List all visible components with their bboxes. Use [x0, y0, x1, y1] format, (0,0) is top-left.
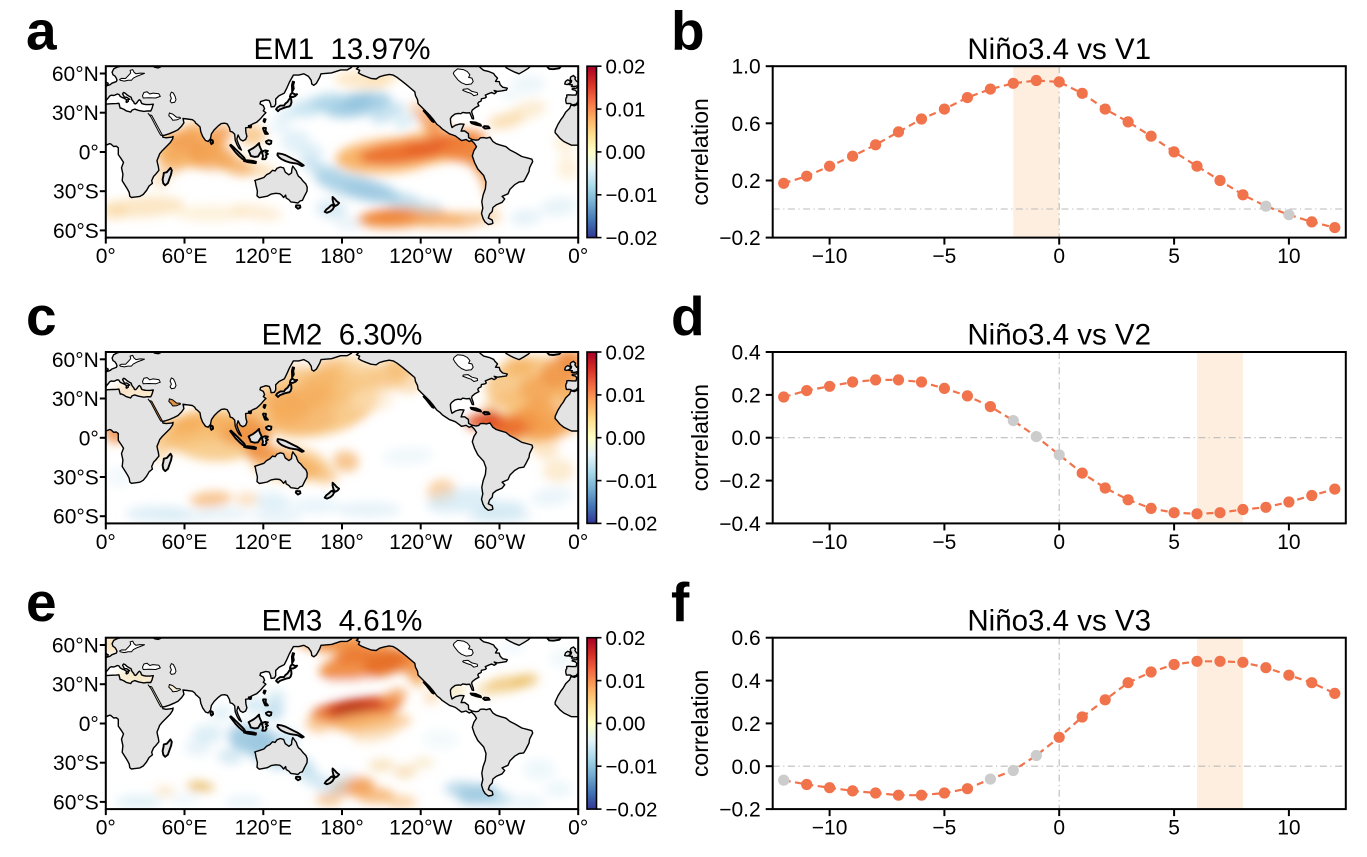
svg-text:−5: −5 — [932, 245, 956, 268]
svg-text:0°: 0° — [568, 531, 588, 554]
svg-text:EM1 13.97%: EM1 13.97% — [253, 33, 430, 66]
svg-text:0.00: 0.00 — [606, 141, 646, 164]
svg-text:0.4: 0.4 — [731, 342, 761, 365]
svg-text:d: d — [671, 285, 705, 347]
svg-text:0.01: 0.01 — [606, 98, 646, 121]
svg-text:60°N: 60°N — [52, 63, 99, 86]
svg-text:30°N: 30°N — [52, 388, 99, 411]
svg-text:0.02: 0.02 — [606, 56, 646, 79]
svg-text:120°W: 120°W — [389, 531, 452, 554]
svg-text:0.02: 0.02 — [606, 341, 646, 364]
svg-text:−10: −10 — [812, 817, 848, 840]
svg-text:60°E: 60°E — [162, 531, 208, 554]
svg-text:0°: 0° — [79, 427, 99, 450]
svg-text:−0.2: −0.2 — [719, 227, 760, 250]
svg-text:5: 5 — [1168, 817, 1180, 840]
svg-text:30°S: 30°S — [53, 752, 99, 775]
svg-text:0.2: 0.2 — [731, 713, 760, 736]
svg-text:180°: 180° — [320, 245, 363, 268]
svg-text:0.01: 0.01 — [606, 384, 646, 407]
svg-text:60°E: 60°E — [162, 245, 208, 268]
svg-text:60°S: 60°S — [53, 220, 99, 243]
svg-text:180°: 180° — [320, 531, 363, 554]
svg-text:60°N: 60°N — [52, 635, 99, 658]
svg-text:f: f — [671, 571, 690, 633]
svg-text:10: 10 — [1277, 817, 1300, 840]
svg-text:60°W: 60°W — [474, 531, 526, 554]
svg-text:0.2: 0.2 — [731, 170, 760, 193]
svg-text:5: 5 — [1168, 245, 1180, 268]
svg-text:0: 0 — [1053, 817, 1065, 840]
svg-text:e: e — [26, 571, 57, 633]
svg-text:0.02: 0.02 — [606, 627, 646, 650]
svg-text:60°S: 60°S — [53, 791, 99, 814]
svg-text:0.01: 0.01 — [606, 670, 646, 693]
svg-text:0.4: 0.4 — [731, 670, 761, 693]
svg-text:30°S: 30°S — [53, 181, 99, 204]
svg-text:60°S: 60°S — [53, 506, 99, 529]
svg-text:5: 5 — [1168, 531, 1180, 554]
svg-text:60°W: 60°W — [474, 245, 526, 268]
svg-text:correlation: correlation — [687, 384, 713, 491]
svg-text:−10: −10 — [812, 245, 848, 268]
svg-text:c: c — [26, 285, 57, 347]
svg-text:0: 0 — [1053, 531, 1065, 554]
svg-text:0.00: 0.00 — [606, 713, 646, 736]
svg-text:120°W: 120°W — [389, 817, 452, 840]
svg-text:0°: 0° — [96, 817, 116, 840]
svg-text:60°N: 60°N — [52, 349, 99, 372]
svg-text:a: a — [26, 0, 57, 62]
svg-text:0°: 0° — [79, 713, 99, 736]
svg-text:−0.2: −0.2 — [719, 799, 760, 822]
svg-text:0.0: 0.0 — [731, 427, 760, 450]
svg-text:60°W: 60°W — [474, 817, 526, 840]
svg-text:−0.02: −0.02 — [606, 513, 658, 536]
svg-text:−10: −10 — [812, 531, 848, 554]
svg-text:−0.01: −0.01 — [606, 184, 658, 207]
svg-text:0.00: 0.00 — [606, 427, 646, 450]
svg-text:10: 10 — [1277, 245, 1300, 268]
svg-text:0°: 0° — [79, 142, 99, 165]
svg-text:−0.01: −0.01 — [606, 756, 658, 779]
svg-text:−5: −5 — [932, 817, 956, 840]
svg-text:Niño3.4 vs V3: Niño3.4 vs V3 — [967, 604, 1151, 637]
svg-text:0.2: 0.2 — [731, 384, 760, 407]
svg-text:−0.4: −0.4 — [719, 513, 761, 536]
svg-text:120°E: 120°E — [235, 245, 292, 268]
svg-text:EM3 4.61%: EM3 4.61% — [262, 604, 423, 637]
svg-text:−0.02: −0.02 — [606, 227, 658, 250]
svg-text:−0.01: −0.01 — [606, 470, 658, 493]
svg-text:0: 0 — [1053, 245, 1065, 268]
svg-text:EM2 6.30%: EM2 6.30% — [262, 319, 423, 352]
svg-text:correlation: correlation — [687, 98, 713, 205]
svg-text:120°E: 120°E — [235, 531, 292, 554]
svg-text:120°W: 120°W — [389, 245, 452, 268]
svg-text:30°S: 30°S — [53, 467, 99, 490]
svg-text:0°: 0° — [96, 245, 116, 268]
svg-text:120°E: 120°E — [235, 817, 292, 840]
svg-text:correlation: correlation — [687, 670, 713, 777]
svg-text:b: b — [671, 0, 705, 62]
svg-text:0.0: 0.0 — [731, 756, 760, 779]
svg-text:0°: 0° — [568, 245, 588, 268]
svg-text:Niño3.4 vs V1: Niño3.4 vs V1 — [967, 33, 1151, 66]
svg-text:0.6: 0.6 — [731, 627, 760, 650]
svg-text:0°: 0° — [96, 531, 116, 554]
svg-text:30°N: 30°N — [52, 674, 99, 697]
svg-text:180°: 180° — [320, 817, 363, 840]
svg-text:30°N: 30°N — [52, 102, 99, 125]
svg-text:1.0: 1.0 — [731, 56, 760, 79]
svg-text:−5: −5 — [932, 531, 956, 554]
svg-text:0.6: 0.6 — [731, 113, 760, 136]
svg-text:−0.2: −0.2 — [719, 470, 760, 493]
svg-text:0°: 0° — [568, 817, 588, 840]
svg-text:10: 10 — [1277, 531, 1300, 554]
svg-text:60°E: 60°E — [162, 817, 208, 840]
svg-text:Niño3.4 vs V2: Niño3.4 vs V2 — [967, 319, 1151, 352]
svg-text:−0.02: −0.02 — [606, 798, 658, 821]
